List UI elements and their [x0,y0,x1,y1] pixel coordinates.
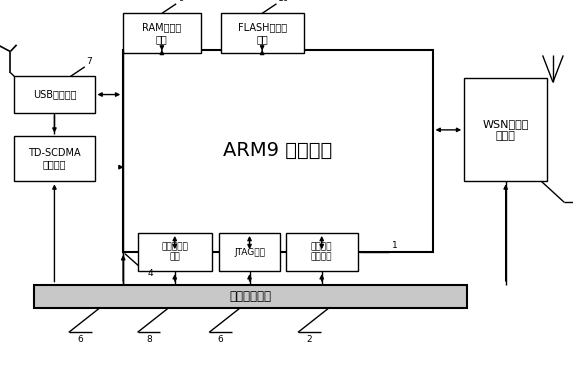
Bar [219,233,280,271]
Text: JTAG电路: JTAG电路 [234,248,265,257]
Text: ARM9 控制单元: ARM9 控制单元 [223,141,332,160]
Text: 2: 2 [307,335,312,345]
Bar [464,78,547,181]
Bar [138,233,212,271]
Text: TD-SCDMA
接入单元: TD-SCDMA 接入单元 [28,148,81,169]
Text: 6: 6 [218,335,223,345]
Text: 6: 6 [77,335,83,345]
Text: 1: 1 [392,241,398,250]
Text: 电源管理单元: 电源管理单元 [230,290,272,303]
Text: 以太网控制
单元: 以太网控制 单元 [162,243,188,262]
Bar [221,13,304,53]
Bar [34,285,467,308]
Text: 8: 8 [146,335,152,345]
Text: 串口通信
单元电路: 串口通信 单元电路 [311,243,332,262]
Bar [123,50,433,252]
Text: 7: 7 [87,57,92,66]
Text: 9: 9 [178,0,184,3]
Bar [14,136,95,181]
Bar [286,233,358,271]
Text: WSN子网接
入单元: WSN子网接 入单元 [482,119,529,141]
Text: FLASH存储器
单元: FLASH存储器 单元 [238,23,286,44]
Text: 4: 4 [147,269,153,278]
Bar [14,76,95,113]
Text: 10: 10 [278,0,290,3]
Bar [123,13,201,53]
Text: RAM存储器
单元: RAM存储器 单元 [142,23,182,44]
Text: USB扩展单元: USB扩展单元 [33,89,76,100]
